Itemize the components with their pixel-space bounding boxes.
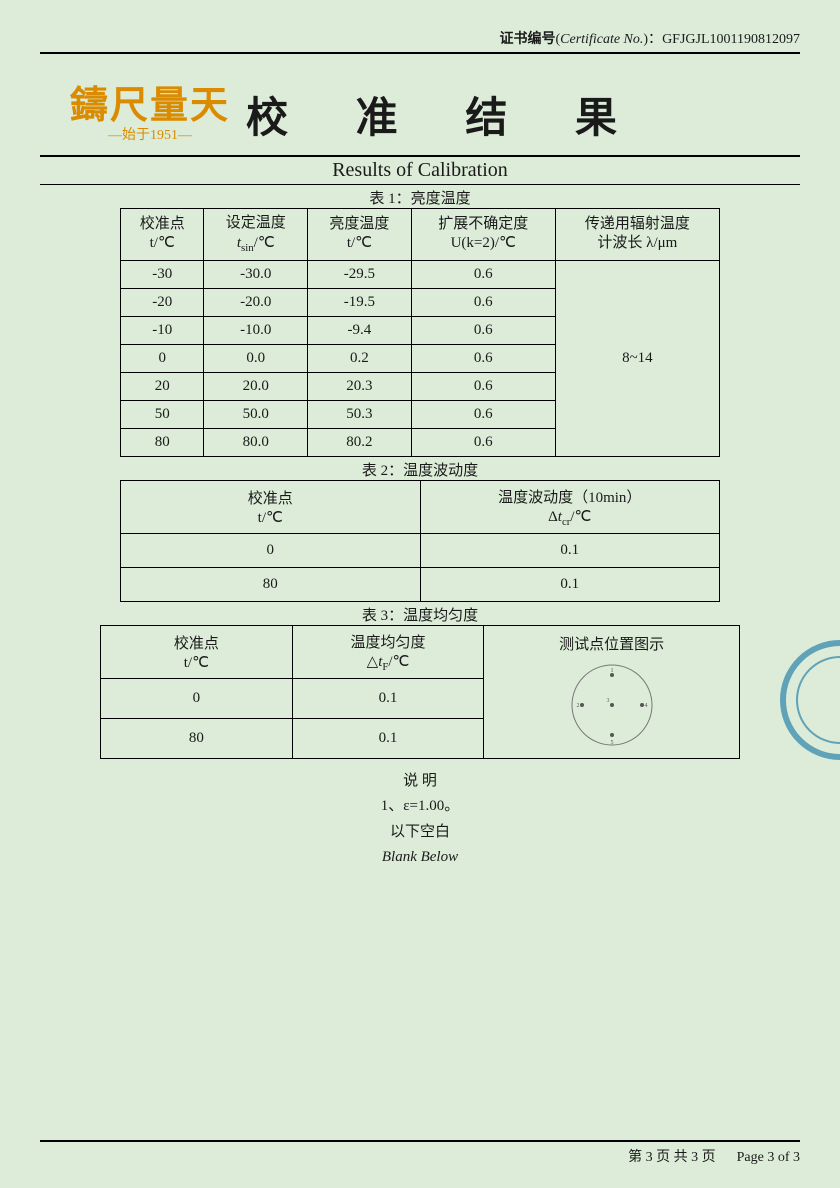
diagram-label: 测试点位置图示 — [492, 633, 731, 654]
title-row: 鑄尺量天 —始于1951— 校 准 结 果 — [40, 84, 800, 145]
table3-caption: 表 3：温度均匀度 — [40, 604, 800, 625]
svg-text:4: 4 — [644, 703, 647, 709]
subtitle-en: Results of Calibration — [332, 159, 508, 181]
page-footer: 第 3 页 共 3 页 Page 3 of 3 — [40, 1140, 800, 1166]
svg-text:2: 2 — [576, 703, 579, 709]
subtitle-bar: Results of Calibration — [40, 155, 800, 185]
certificate-number-line: 证书编号(Certificate No.)：GFJGJL100119081209… — [40, 28, 800, 54]
notes-block: 说 明 1、ε=1.00。 以下空白 Blank Below — [40, 769, 800, 871]
main-title: 校 准 结 果 — [246, 84, 645, 145]
test-point-diagram: 1 2 3 4 5 — [552, 660, 672, 750]
table1: 校准点t/℃ 设定温度tsin/℃ 亮度温度t/℃ 扩展不确定度U(k=2)/℃… — [120, 208, 720, 457]
notes-line1: 1、ε=1.00。 — [40, 794, 800, 820]
logo: 鑄尺量天 —始于1951— — [70, 87, 230, 143]
table-row: -30-30.0-29.50.68~14 — [121, 260, 720, 288]
cert-label-en: Certificate No. — [560, 32, 643, 47]
table2: 校准点t/℃ 温度波动度（10min）Δtcr/℃ 00.1 800.1 — [120, 480, 720, 602]
wavelength-cell: 8~14 — [555, 260, 719, 456]
blank-en: Blank Below — [40, 845, 800, 871]
table3: 校准点t/℃ 温度均匀度△tF/℃ 测试点位置图示 1 2 3 4 — [100, 625, 740, 759]
svg-text:3: 3 — [606, 698, 609, 704]
svg-text:5: 5 — [610, 740, 613, 746]
blank-cn: 以下空白 — [40, 820, 800, 846]
cert-number: GFJGJL1001190812097 — [662, 32, 800, 47]
page-cn: 第 3 页 共 3 页 — [628, 1150, 716, 1165]
logo-since: —始于1951— — [108, 129, 192, 143]
svg-text:1: 1 — [610, 668, 613, 674]
table-row: 800.1 — [121, 567, 720, 601]
table1-caption: 表 1：亮度温度 — [40, 187, 800, 208]
notes-heading: 说 明 — [40, 769, 800, 795]
logo-calligraphy: 鑄尺量天 — [70, 87, 230, 125]
cert-label-cn: 证书编号 — [500, 32, 556, 47]
page-en: Page 3 of 3 — [737, 1150, 800, 1165]
table-row: 00.1 — [121, 533, 720, 567]
table2-caption: 表 2：温度波动度 — [40, 459, 800, 480]
